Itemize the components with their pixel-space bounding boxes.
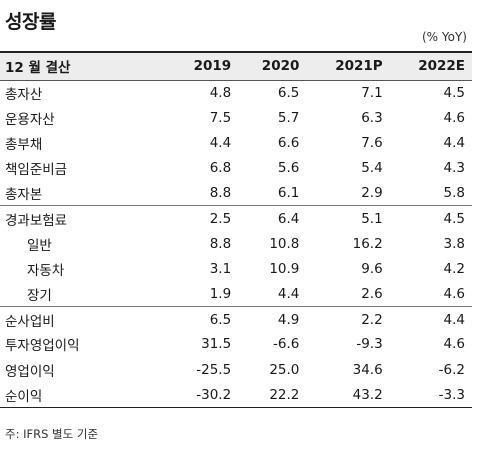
- cell-value: 7.1: [361, 84, 383, 101]
- cell-value: 5.8: [389, 180, 472, 207]
- cell-value: 4.4: [238, 281, 307, 308]
- table-row: 일반 8.8 10.8 16.2 3.8: [0, 231, 472, 256]
- header-fiscal-year: 12 월 결산: [5, 60, 71, 77]
- cell-value: 6.8: [209, 160, 232, 177]
- cell-value: 5.1: [361, 210, 383, 227]
- header-2022e: 2022E: [418, 58, 465, 75]
- table-row: 경과보험료 2.5 6.4 5.1 4.5: [0, 206, 472, 231]
- cell-value: 4.3: [443, 160, 465, 177]
- row-label: 장기: [0, 281, 170, 308]
- cell-value: 25.0: [269, 361, 300, 378]
- row-label: 총자본: [0, 180, 170, 207]
- cell-value: 2.2: [361, 311, 383, 328]
- table-row: 총자본 8.8 6.1 2.9 5.8: [0, 180, 472, 207]
- table-title: 성장률: [5, 11, 56, 33]
- cell-value: -30.2: [170, 382, 239, 408]
- row-label: 순사업비: [5, 313, 55, 330]
- cell-value: 6.3: [361, 109, 383, 126]
- cell-value: 2.6: [306, 281, 390, 308]
- table-row: 총부채 4.4 6.6 7.6 4.4: [0, 130, 472, 155]
- cell-value: 4.6: [443, 109, 465, 126]
- cell-value: 3.8: [443, 235, 465, 252]
- cell-value: 6.1: [238, 180, 307, 207]
- cell-value: 4.6: [389, 281, 472, 308]
- cell-value: 6.5: [277, 84, 300, 101]
- cell-value: 6.4: [277, 210, 300, 227]
- cell-value: 4.5: [443, 84, 465, 101]
- cell-value: 10.8: [269, 235, 300, 252]
- cell-value: 6.5: [209, 311, 232, 328]
- footnote: 주: IFRS 별도 기준: [5, 427, 99, 441]
- row-label: 일반: [27, 237, 52, 254]
- header-2019: 2019: [193, 58, 232, 75]
- table-header-row: 12 월 결산 2019 2020 2021P 2022E: [0, 52, 472, 80]
- row-label: 책임준비금: [5, 162, 68, 179]
- table-row: 총자산 4.8 6.5 7.1 4.5: [0, 80, 472, 105]
- row-label: 운용자산: [5, 111, 55, 128]
- cell-value: -6.2: [438, 361, 465, 378]
- cell-value: 4.4: [443, 134, 465, 151]
- row-label: 투자영업이익: [5, 338, 80, 355]
- row-label: 총부채: [5, 136, 43, 153]
- table-row: 운용자산 7.5 5.7 6.3 4.6: [0, 105, 472, 130]
- cell-value: -25.5: [196, 361, 232, 378]
- header-2021p: 2021P: [335, 58, 383, 75]
- cell-value: 4.2: [443, 260, 465, 277]
- table-row: 순사업비 6.5 4.9 2.2 4.4: [0, 307, 472, 332]
- row-label: 영업이익: [5, 363, 55, 380]
- table-row: 투자영업이익 31.5 -6.6 -9.3 4.6: [0, 332, 472, 357]
- cell-value: 4.4: [209, 134, 232, 151]
- header-2020: 2020: [261, 58, 300, 75]
- cell-value: 7.6: [361, 134, 383, 151]
- cell-value: 6.6: [277, 134, 300, 151]
- table-row: 영업이익 -25.5 25.0 34.6 -6.2: [0, 357, 472, 382]
- cell-value: 10.9: [269, 260, 300, 277]
- cell-value: -3.3: [389, 382, 472, 408]
- table-row: 책임준비금 6.8 5.6 5.4 4.3: [0, 156, 472, 181]
- cell-value: 34.6: [352, 361, 383, 378]
- cell-value: 8.8: [209, 235, 232, 252]
- cell-value: 4.8: [209, 84, 232, 101]
- cell-value: 2.5: [209, 210, 232, 227]
- unit-label: (% YoY): [422, 30, 467, 44]
- cell-value: 43.2: [306, 382, 390, 408]
- cell-value: 22.2: [238, 382, 307, 408]
- growth-rate-table: 12 월 결산 2019 2020 2021P 2022E 총자산 4.8 6.…: [0, 51, 472, 408]
- cell-value: 4.6: [443, 336, 465, 353]
- table-row: 순이익 -30.2 22.2 43.2 -3.3: [0, 382, 472, 408]
- cell-value: 9.6: [361, 260, 383, 277]
- cell-value: 8.8: [170, 180, 239, 207]
- cell-value: -9.3: [356, 336, 383, 353]
- row-label: 총자산: [5, 86, 43, 103]
- cell-value: 4.4: [443, 311, 465, 328]
- cell-value: 3.1: [209, 260, 232, 277]
- row-label: 자동차: [27, 262, 65, 279]
- row-label: 순이익: [0, 382, 170, 408]
- cell-value: 2.9: [306, 180, 390, 207]
- cell-value: 16.2: [352, 235, 383, 252]
- cell-value: 5.4: [361, 160, 383, 177]
- row-label: 경과보험료: [5, 212, 68, 229]
- cell-value: 5.6: [277, 160, 300, 177]
- cell-value: 5.7: [277, 109, 300, 126]
- table-row: 자동차 3.1 10.9 9.6 4.2: [0, 256, 472, 281]
- cell-value: 1.9: [170, 281, 239, 308]
- cell-value: 4.9: [277, 311, 300, 328]
- cell-value: 4.5: [443, 210, 465, 227]
- cell-value: 31.5: [201, 336, 232, 353]
- table-row: 장기 1.9 4.4 2.6 4.6: [0, 281, 472, 308]
- cell-value: -6.6: [273, 336, 300, 353]
- cell-value: 7.5: [209, 109, 232, 126]
